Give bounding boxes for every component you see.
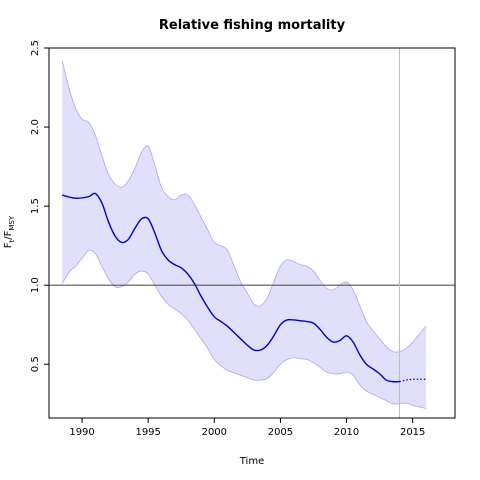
x-tick-label: 2005 xyxy=(268,427,293,438)
confidence-band-layer xyxy=(61,60,427,409)
x-tick-label: 2015 xyxy=(400,427,425,438)
x-tick-label: 2000 xyxy=(202,427,227,438)
confidence-band xyxy=(62,60,426,409)
forecast-line xyxy=(399,378,426,383)
y-tick-label: 1.5 xyxy=(30,198,41,214)
x-axis: 1990 1995 2000 2005 2010 2015 xyxy=(69,418,425,438)
x-tick-label: 1990 xyxy=(69,427,94,438)
y-axis: 0.5 1.0 1.5 2.0 2.5 xyxy=(30,40,49,372)
x-axis-title: Time xyxy=(239,456,264,467)
plot-frame xyxy=(48,47,456,419)
y-tick-label: 1.0 xyxy=(30,277,41,293)
y-axis-title-base: F xyxy=(3,242,14,248)
upper-bound-line xyxy=(61,60,427,353)
y-axis-title-sub2: MSY xyxy=(8,215,16,230)
y-tick-label: 2.5 xyxy=(30,40,41,56)
y-tick-label: 2.0 xyxy=(30,119,41,135)
reference-layer xyxy=(49,48,455,418)
estimate-line xyxy=(62,192,400,383)
series-layer xyxy=(62,192,426,383)
chart-title: Relative fishing mortality xyxy=(159,18,346,33)
y-tick-label: 0.5 xyxy=(30,356,41,372)
lower-bound-line xyxy=(61,249,427,409)
x-tick-label: 2010 xyxy=(334,427,359,438)
y-axis-title-sub1: t xyxy=(8,239,16,242)
x-tick-label: 1995 xyxy=(135,427,160,438)
y-axis-title: Ft/FMSY xyxy=(3,215,16,248)
y-axis-title-sep: /F xyxy=(3,230,14,239)
